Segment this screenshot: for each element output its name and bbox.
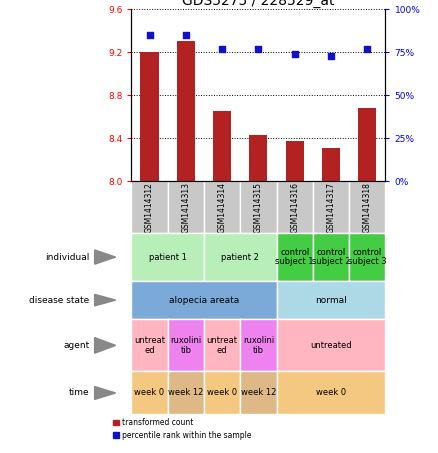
Point bbox=[182, 31, 189, 39]
Polygon shape bbox=[95, 250, 116, 264]
Text: untreat
ed: untreat ed bbox=[207, 336, 238, 355]
Text: GSM1414312: GSM1414312 bbox=[145, 182, 154, 233]
Text: GSM1414316: GSM1414316 bbox=[290, 182, 299, 233]
Point bbox=[219, 45, 226, 52]
Bar bbox=[213, 111, 231, 181]
Legend: transformed count, percentile rank within the sample: transformed count, percentile rank withi… bbox=[113, 418, 252, 440]
Polygon shape bbox=[95, 337, 116, 353]
Bar bbox=[358, 108, 376, 181]
Bar bbox=[141, 52, 159, 181]
Text: time: time bbox=[69, 389, 89, 397]
Point bbox=[291, 50, 298, 58]
Text: patient 1: patient 1 bbox=[149, 253, 187, 261]
Text: individual: individual bbox=[45, 253, 89, 261]
Text: week 0: week 0 bbox=[207, 389, 237, 397]
Point bbox=[364, 45, 371, 52]
Text: week 12: week 12 bbox=[168, 389, 204, 397]
Text: ruxolini
tib: ruxolini tib bbox=[170, 336, 201, 355]
Text: untreated: untreated bbox=[310, 341, 352, 350]
Bar bbox=[177, 41, 195, 181]
Bar bbox=[286, 141, 304, 181]
Title: GDS5275 / 228529_at: GDS5275 / 228529_at bbox=[182, 0, 335, 8]
Text: GSM1414318: GSM1414318 bbox=[363, 182, 372, 233]
Text: normal: normal bbox=[315, 296, 347, 304]
Text: GSM1414317: GSM1414317 bbox=[326, 182, 336, 233]
Text: GSM1414313: GSM1414313 bbox=[181, 182, 191, 233]
Text: GSM1414315: GSM1414315 bbox=[254, 182, 263, 233]
Text: control
subject 3: control subject 3 bbox=[348, 248, 387, 266]
Polygon shape bbox=[95, 294, 116, 306]
Bar bbox=[249, 135, 268, 181]
Text: GSM1414314: GSM1414314 bbox=[218, 182, 226, 233]
Point bbox=[255, 45, 262, 52]
Text: alopecia areata: alopecia areata bbox=[169, 296, 239, 304]
Text: agent: agent bbox=[63, 341, 89, 350]
Text: control
subject 2: control subject 2 bbox=[312, 248, 350, 266]
Text: ruxolini
tib: ruxolini tib bbox=[243, 336, 274, 355]
Text: disease state: disease state bbox=[29, 296, 89, 304]
Polygon shape bbox=[95, 386, 116, 400]
Point bbox=[146, 31, 153, 39]
Text: control
subject 1: control subject 1 bbox=[276, 248, 314, 266]
Text: week 12: week 12 bbox=[241, 389, 276, 397]
Text: week 0: week 0 bbox=[316, 389, 346, 397]
Point bbox=[328, 52, 335, 59]
Text: untreat
ed: untreat ed bbox=[134, 336, 165, 355]
Bar bbox=[322, 148, 340, 181]
Text: patient 2: patient 2 bbox=[221, 253, 259, 261]
Text: week 0: week 0 bbox=[134, 389, 165, 397]
